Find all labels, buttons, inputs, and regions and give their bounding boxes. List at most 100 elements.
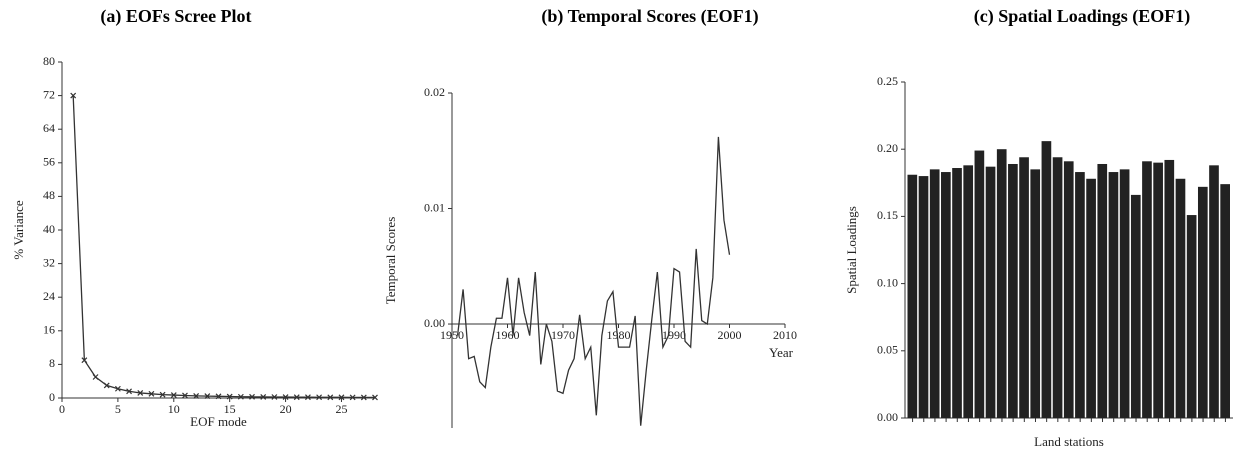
marker bbox=[81, 357, 88, 364]
marker bbox=[170, 392, 177, 398]
x-tick-label: 1960 bbox=[496, 328, 520, 342]
bar bbox=[918, 176, 929, 418]
y-tick-label: 32 bbox=[43, 255, 55, 269]
marker bbox=[293, 394, 300, 401]
bar bbox=[974, 150, 985, 418]
x-tick-label: 1970 bbox=[551, 328, 575, 342]
x-axis-label: EOF mode bbox=[190, 414, 247, 429]
marker bbox=[92, 374, 99, 380]
marker bbox=[372, 394, 378, 401]
marker bbox=[327, 394, 334, 401]
y-tick-label: 56 bbox=[43, 155, 55, 169]
x-axis-label: Year bbox=[769, 345, 794, 360]
chart-title: (c) Spatial Loadings (EOF1) bbox=[974, 6, 1191, 27]
marker bbox=[182, 392, 188, 399]
x-tick-label: 20 bbox=[280, 402, 292, 416]
marker bbox=[148, 390, 155, 397]
marker bbox=[193, 392, 200, 399]
marker bbox=[249, 393, 255, 400]
chart-title: (b) Temporal Scores (EOF1) bbox=[541, 6, 758, 27]
marker bbox=[103, 382, 110, 389]
bar bbox=[1097, 163, 1108, 418]
y-tick-label: 0.01 bbox=[424, 200, 445, 214]
marker bbox=[159, 391, 166, 398]
marker bbox=[114, 385, 121, 392]
bar bbox=[1175, 178, 1186, 418]
bar bbox=[1130, 194, 1141, 418]
y-tick-label: 0.05 bbox=[877, 343, 898, 357]
x-tick-label: 2000 bbox=[718, 328, 742, 342]
data-line bbox=[456, 136, 731, 426]
bar bbox=[1220, 184, 1230, 418]
marker bbox=[226, 393, 233, 400]
bar bbox=[1030, 169, 1041, 418]
marker bbox=[349, 394, 356, 401]
y-tick-label: 0.20 bbox=[877, 141, 898, 155]
marker bbox=[360, 394, 367, 401]
bar bbox=[1075, 172, 1085, 418]
x-axis-label: Land stations bbox=[1034, 434, 1104, 449]
marker bbox=[237, 393, 244, 400]
y-tick-label: 0.00 bbox=[877, 410, 898, 424]
bar bbox=[1041, 141, 1052, 419]
y-tick-label: 0.02 bbox=[424, 85, 445, 99]
y-tick-label: 8 bbox=[49, 356, 55, 370]
bar bbox=[952, 168, 962, 418]
marker bbox=[305, 394, 311, 401]
x-tick-label: 1950 bbox=[440, 328, 464, 342]
y-tick-label: 72 bbox=[43, 87, 55, 101]
marker bbox=[282, 394, 289, 401]
y-tick-label: 80 bbox=[43, 54, 55, 68]
marker bbox=[316, 394, 323, 401]
marker bbox=[215, 393, 222, 400]
bar bbox=[1164, 159, 1175, 418]
bar bbox=[1019, 157, 1029, 418]
bar bbox=[1086, 178, 1096, 418]
y-tick-label: 16 bbox=[43, 323, 55, 337]
bar bbox=[1063, 161, 1074, 418]
x-tick-label: 1990 bbox=[662, 328, 686, 342]
x-tick-label: 0 bbox=[59, 402, 65, 416]
bar bbox=[1108, 172, 1119, 418]
marker bbox=[204, 393, 211, 400]
x-tick-label: 10 bbox=[168, 402, 180, 416]
x-tick-label: 15 bbox=[224, 402, 236, 416]
y-tick-label: 0 bbox=[49, 390, 55, 404]
y-tick-label: 48 bbox=[43, 188, 55, 202]
bar bbox=[1052, 157, 1063, 418]
marker bbox=[338, 394, 345, 401]
y-axis-label: % Variance bbox=[11, 200, 26, 260]
bar bbox=[985, 166, 996, 418]
y-axis-label: Spatial Loadings bbox=[844, 206, 859, 294]
x-tick-label: 2010 bbox=[773, 328, 797, 342]
bar bbox=[1119, 169, 1130, 418]
x-tick-label: 5 bbox=[115, 402, 121, 416]
marker bbox=[260, 393, 267, 400]
bar bbox=[1008, 163, 1018, 418]
bar bbox=[1186, 215, 1197, 418]
y-tick-label: 40 bbox=[43, 222, 55, 236]
bar bbox=[996, 149, 1007, 418]
marker bbox=[271, 394, 278, 400]
bar bbox=[929, 169, 940, 418]
y-tick-label: 0.10 bbox=[877, 275, 898, 289]
y-tick-label: 0.15 bbox=[877, 208, 898, 222]
marker bbox=[126, 388, 132, 395]
marker bbox=[137, 390, 144, 396]
bar bbox=[941, 172, 951, 418]
y-tick-label: 24 bbox=[43, 289, 55, 303]
y-tick-label: 0.25 bbox=[877, 74, 898, 88]
bar bbox=[1197, 186, 1208, 418]
bar bbox=[963, 165, 974, 418]
x-tick-label: 1980 bbox=[607, 328, 631, 342]
y-axis-label: Temporal Scores bbox=[383, 217, 398, 305]
y-tick-label: 0.00 bbox=[424, 316, 445, 330]
x-tick-label: 25 bbox=[335, 402, 347, 416]
bar bbox=[1153, 162, 1163, 418]
chart-title: (a) EOFs Scree Plot bbox=[100, 6, 251, 27]
y-tick-label: 64 bbox=[43, 121, 55, 135]
data-line bbox=[72, 95, 376, 399]
marker bbox=[70, 92, 77, 99]
bar bbox=[1142, 161, 1152, 418]
